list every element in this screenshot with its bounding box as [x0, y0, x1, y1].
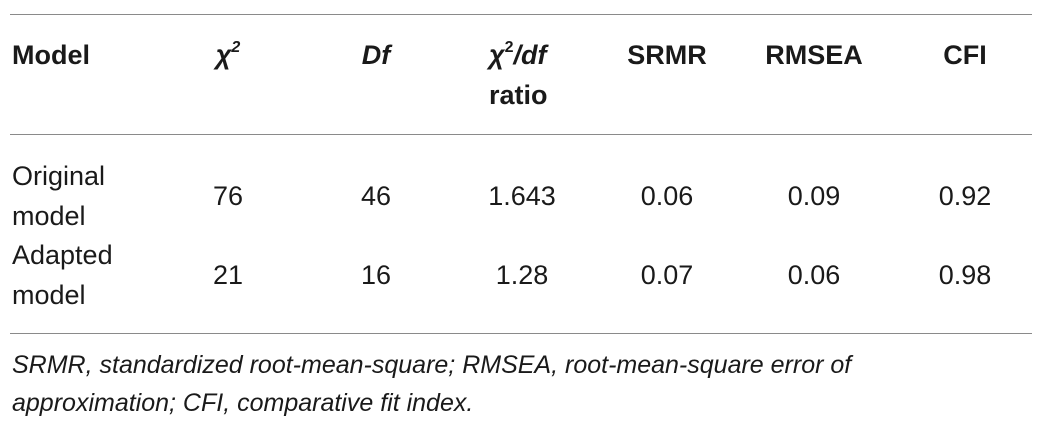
cell-srmr: 0.06	[640, 181, 694, 211]
cell-df: 46	[360, 181, 392, 211]
table-footnote: SRMR, standardized root-mean-square; RMS…	[12, 351, 852, 417]
header-ratio-line2: ratio	[489, 80, 548, 110]
cell-rmsea: 0.06	[787, 260, 841, 290]
header-rmsea: RMSEA	[765, 40, 863, 70]
cell-chi-square: 21	[212, 260, 244, 290]
cell-ratio: 1.28	[495, 260, 549, 290]
row-model-name: Adapted model	[12, 235, 113, 315]
table-bottom-rule	[10, 333, 1032, 334]
chi-symbol: χ	[215, 40, 232, 70]
cell-rmsea: 0.09	[787, 181, 841, 211]
header-model: Model	[12, 40, 90, 70]
header-ratio: χ2/df ratio	[489, 35, 548, 115]
ratio-chi-symbol: χ	[489, 40, 505, 70]
header-ratio-line1: χ2/df	[489, 35, 548, 75]
cell-df: 16	[360, 260, 392, 290]
cell-cfi: 0.92	[938, 181, 992, 211]
row-model-line2: model	[12, 280, 86, 310]
header-srmr: SRMR	[627, 40, 707, 70]
ratio-superscript: 2	[504, 39, 514, 56]
header-cfi: CFI	[943, 40, 987, 70]
cell-ratio: 1.643	[488, 181, 556, 211]
ratio-df-text: /df	[513, 40, 547, 70]
chi-superscript: 2	[231, 39, 241, 56]
row-model-line2: model	[12, 201, 86, 231]
cell-srmr: 0.07	[640, 260, 694, 290]
table-top-rule	[10, 14, 1032, 15]
table-header-rule	[10, 134, 1032, 135]
header-df: Df	[361, 40, 391, 70]
cell-cfi: 0.98	[938, 260, 992, 290]
cell-chi-square: 76	[212, 181, 244, 211]
row-model-line1: Adapted	[12, 240, 113, 270]
row-model-line1: Original	[12, 161, 106, 191]
header-chi-square: χ2	[216, 35, 241, 75]
row-model-name: Original model	[12, 156, 105, 236]
